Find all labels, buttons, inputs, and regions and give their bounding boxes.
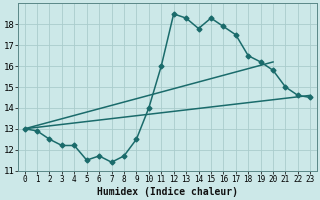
X-axis label: Humidex (Indice chaleur): Humidex (Indice chaleur) — [97, 186, 238, 197]
